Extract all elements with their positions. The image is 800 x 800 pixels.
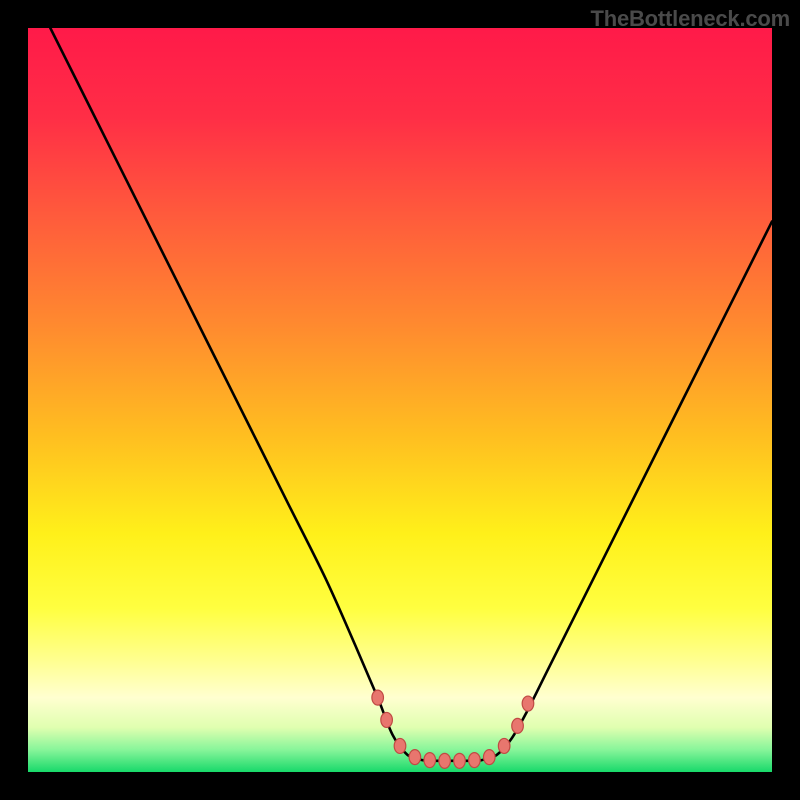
curve-marker	[372, 690, 384, 705]
curve-marker	[424, 753, 436, 768]
chart-container: TheBottleneck.com	[0, 0, 800, 800]
curve-marker	[522, 696, 534, 711]
curve-marker	[469, 753, 481, 768]
curve-marker	[394, 738, 406, 753]
curve-marker	[381, 712, 393, 727]
curve-marker	[512, 718, 524, 733]
curve-marker	[483, 750, 495, 765]
chart-plot-area	[28, 28, 772, 772]
watermark-text: TheBottleneck.com	[590, 6, 790, 32]
curve-marker	[454, 753, 466, 768]
bottleneck-curve-chart	[0, 0, 800, 800]
curve-marker	[409, 750, 421, 765]
curve-marker	[498, 738, 510, 753]
curve-marker	[439, 753, 451, 768]
